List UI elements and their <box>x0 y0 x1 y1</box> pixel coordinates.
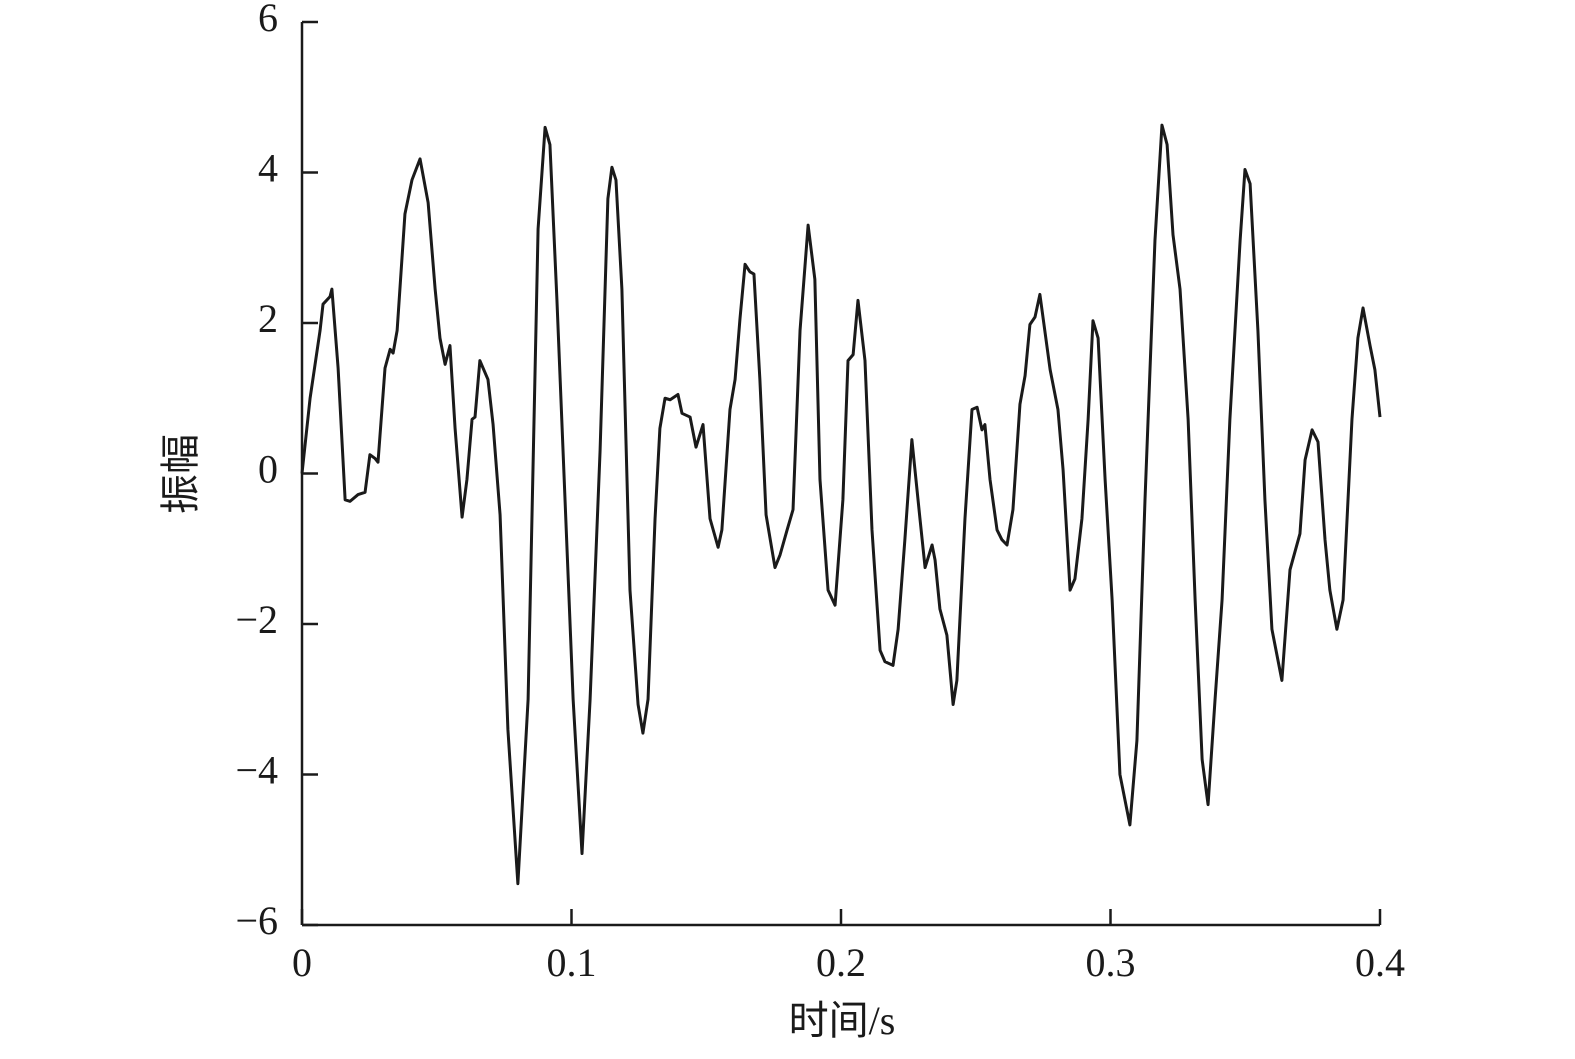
y-tick-label: −4 <box>235 748 278 793</box>
x-tick-label: 0.3 <box>1086 940 1136 985</box>
y-tick-label: 2 <box>258 296 278 341</box>
x-tick-label: 0 <box>292 940 312 985</box>
y-tick-label: 0 <box>258 447 278 492</box>
y-tick-label: −6 <box>235 898 278 943</box>
y-axis-label: 振幅 <box>158 434 203 514</box>
y-tick-label: 6 <box>258 0 278 40</box>
line-series <box>300 123 1382 886</box>
x-tick-label: 0.4 <box>1355 940 1405 985</box>
x-axis-label: 时间/s <box>789 998 896 1043</box>
y-tick-label: 4 <box>258 146 278 191</box>
x-tick-label: 0.1 <box>547 940 597 985</box>
y-tick-label: −2 <box>235 597 278 642</box>
x-tick-label: 0.2 <box>816 940 866 985</box>
